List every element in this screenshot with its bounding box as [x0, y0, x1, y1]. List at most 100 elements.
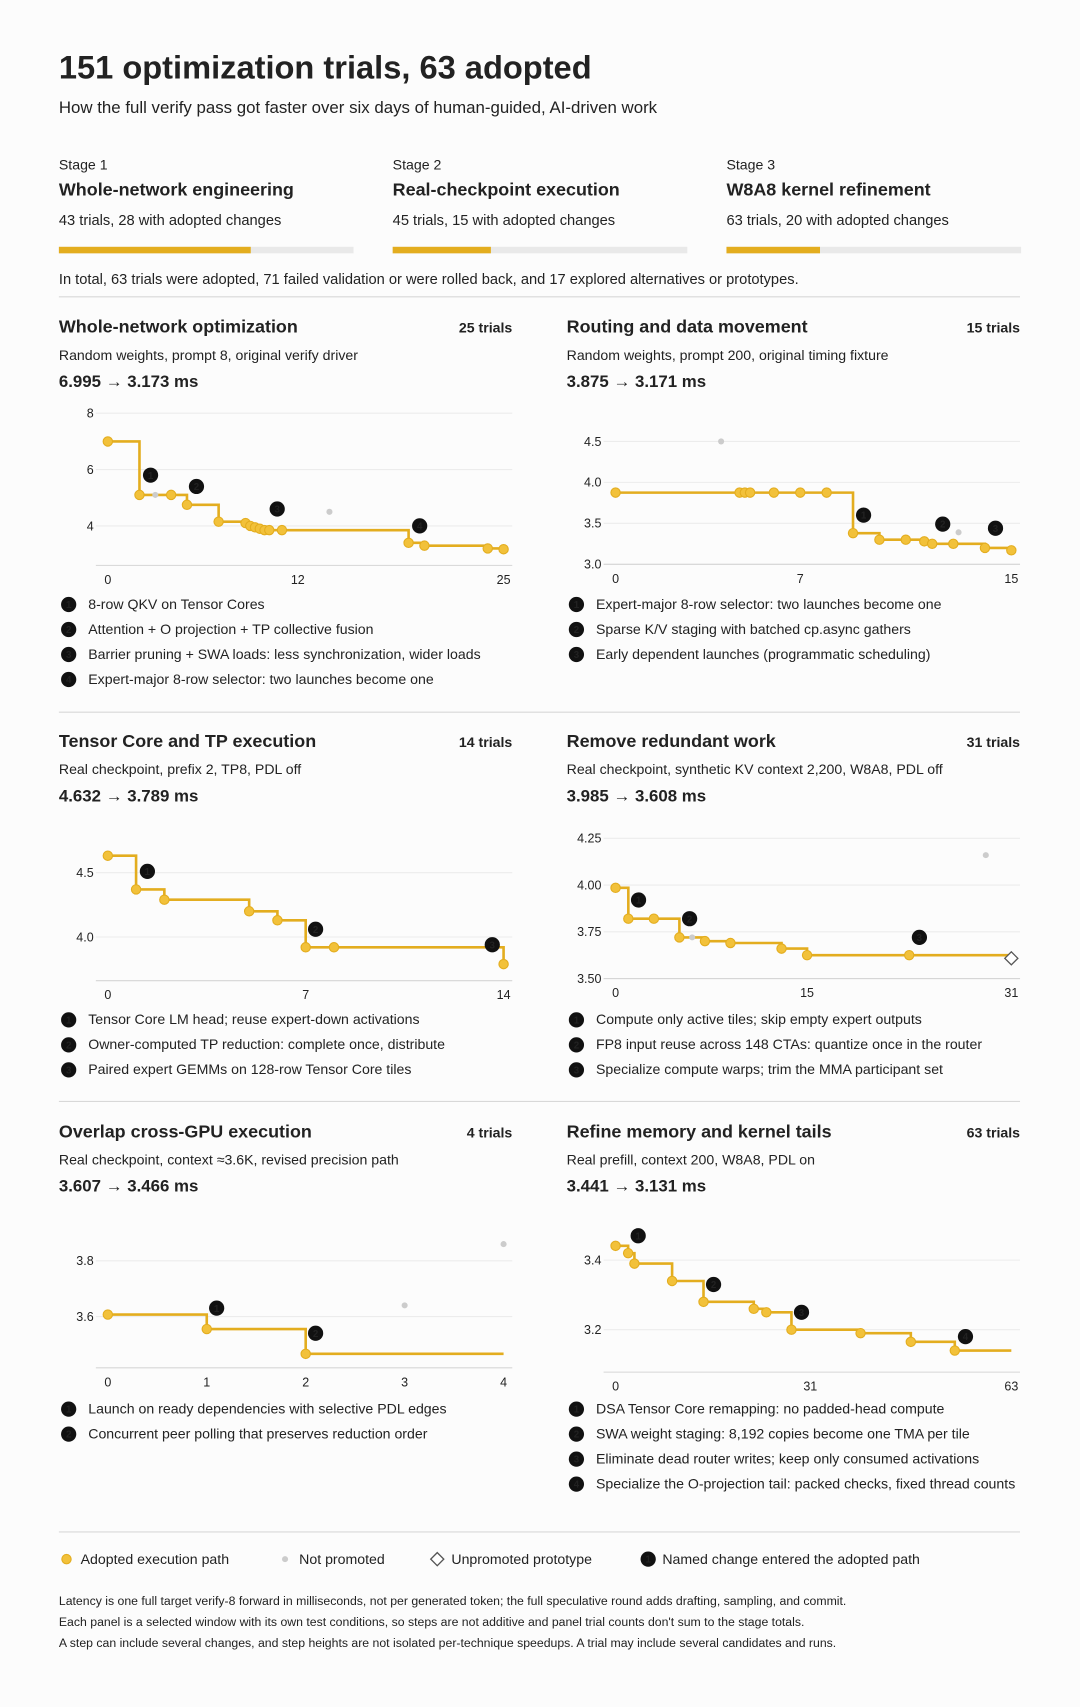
footnote: A step can include several changes, and …	[59, 1636, 836, 1650]
adopted-point	[213, 516, 224, 527]
legend-label: Adopted execution path	[81, 1551, 229, 1567]
x-tick-label: 15	[1004, 572, 1018, 586]
panel-trials: 4 trials	[467, 1124, 513, 1140]
step-segment	[791, 1328, 862, 1334]
adopted-point	[948, 538, 959, 550]
list-icon-label: 3	[574, 650, 580, 661]
change-description: Expert-major 8-row selector: two launche…	[596, 596, 942, 612]
list-icon	[61, 1037, 77, 1053]
summary: In total, 63 trials were adopted, 71 fai…	[59, 272, 799, 288]
legend-swatch	[640, 1551, 656, 1567]
y-tick-label: 4.0	[584, 476, 601, 490]
adopted-point	[622, 1247, 634, 1259]
stage-title: Whole-network engineering	[59, 180, 294, 200]
adopted-point	[102, 436, 114, 447]
x-tick-label: 4	[500, 1375, 507, 1389]
stage-bar	[392, 246, 491, 254]
y-tick-label: 6	[87, 463, 94, 477]
list-icon-label: 1	[66, 600, 72, 611]
change-marker-label: 4	[417, 522, 423, 533]
step-segment	[164, 898, 251, 912]
panel-title: Tensor Core and TP execution	[59, 731, 316, 751]
list-icon-label: 4	[574, 1480, 580, 1491]
list-icon	[61, 621, 77, 638]
change-marker	[987, 520, 1004, 536]
adopted-point	[482, 543, 493, 554]
y-tick-label: 3.4	[584, 1253, 601, 1267]
step-segment	[277, 918, 307, 948]
stage-title: Real-checkpoint execution	[393, 180, 620, 200]
adopted-point	[768, 487, 780, 498]
list-icon	[568, 596, 585, 613]
adopted-point	[623, 913, 634, 924]
adopted-point	[786, 1324, 797, 1335]
change-description: Launch on ready dependencies with select…	[88, 1400, 446, 1416]
change-marker	[307, 1325, 324, 1341]
adopted-point	[181, 499, 193, 510]
list-icon-label: 3	[574, 1065, 580, 1076]
x-tick-label: 7	[797, 572, 804, 586]
panel-subtitle: Real checkpoint, synthetic KV context 2,…	[567, 761, 943, 777]
change-marker-label: 3	[274, 505, 280, 516]
adopted-point	[243, 906, 255, 917]
adopted-point	[744, 487, 756, 498]
panel-subtitle: Real checkpoint, context ≈3.6K, revised …	[59, 1151, 399, 1167]
adopted-point	[403, 537, 414, 549]
step-segment	[107, 440, 141, 495]
change-description: 8-row QKV on Tensor Cores	[88, 596, 264, 612]
adopted-point	[1006, 545, 1017, 556]
list-icon-label: 2	[66, 1430, 72, 1441]
list-icon	[568, 1451, 585, 1467]
change-marker	[935, 516, 951, 532]
not-promoted-point	[689, 934, 696, 941]
panel-title: Overlap cross-GPU execution	[59, 1121, 312, 1141]
y-tick-label: 4.00	[577, 878, 601, 892]
panel-trials: 15 trials	[967, 320, 1021, 336]
adopted-point	[300, 942, 311, 953]
adopted-point	[134, 489, 145, 501]
list-icon-label: 2	[66, 625, 72, 636]
x-tick-label: 7	[302, 988, 309, 1002]
y-tick-label: 3.2	[584, 1323, 601, 1337]
list-icon-label: 1	[66, 1015, 72, 1026]
stage-title: W8A8 kernel refinement	[726, 180, 930, 200]
change-marker	[209, 1300, 225, 1316]
x-tick-label: 3	[401, 1375, 408, 1389]
adopted-point	[159, 894, 170, 905]
panel-result: 3.875 → 3.171 ms	[567, 372, 707, 391]
stage-bar	[726, 246, 821, 254]
legend-symbol: 1	[645, 1555, 651, 1566]
footnote: Each panel is a selected window with its…	[59, 1615, 805, 1629]
adopted-point	[801, 949, 813, 961]
change-marker	[911, 929, 928, 946]
step-segment	[860, 1331, 913, 1342]
change-marker-label: 4	[963, 1332, 969, 1343]
step-segment	[186, 503, 220, 522]
change-description: Sparse K/V staging with batched cp.async…	[596, 621, 911, 637]
list-icon-label: 2	[574, 625, 580, 636]
change-description: Tensor Core LM head; reuse expert-down a…	[88, 1011, 419, 1027]
panel-title: Whole-network optimization	[59, 317, 298, 337]
change-marker-label: 3	[799, 1308, 805, 1319]
x-tick-label: 1	[203, 1375, 210, 1389]
list-icon-label: 1	[66, 1405, 72, 1416]
change-marker	[630, 1228, 646, 1244]
change-marker	[630, 892, 647, 908]
panel-subtitle: Random weights, prompt 8, original verif…	[59, 347, 358, 363]
panel-title: Refine memory and kernel tails	[567, 1121, 832, 1141]
panel-result: 6.995 → 3.173 ms	[59, 372, 199, 391]
adopted-point	[272, 915, 283, 926]
legend-swatch	[281, 1556, 289, 1563]
y-tick-label: 4.25	[577, 832, 601, 846]
adopted-point	[795, 487, 806, 498]
adopted-point	[130, 884, 142, 895]
x-tick-label: 12	[291, 573, 305, 587]
x-tick-label: 15	[800, 986, 814, 1000]
x-tick-label: 25	[497, 573, 511, 587]
change-marker-label: 3	[993, 524, 999, 535]
step-segment	[826, 491, 855, 534]
legend-swatch	[429, 1551, 445, 1567]
subtitle: How the full verify pass got faster over…	[59, 98, 658, 117]
adopted-point	[748, 1303, 759, 1315]
